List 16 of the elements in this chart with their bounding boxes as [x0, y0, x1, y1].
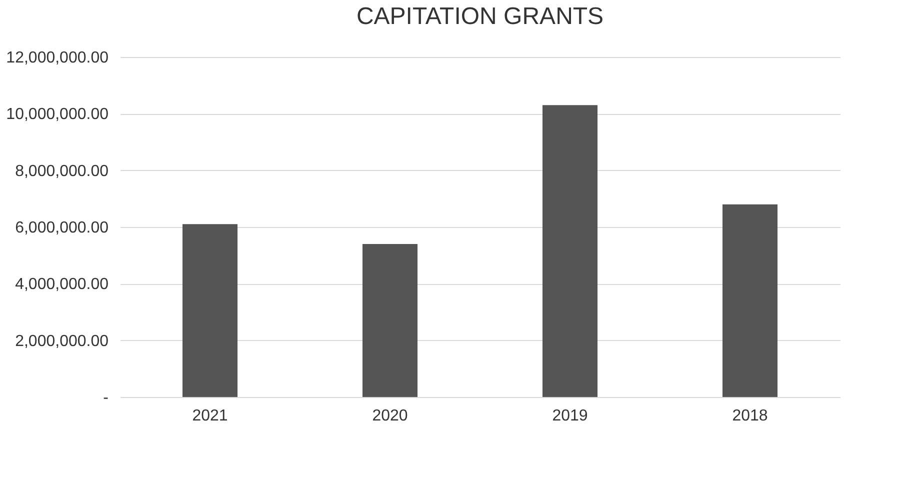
bar: [182, 224, 238, 397]
x-tick-label: 2021: [192, 408, 228, 424]
y-tick-label: 12,000,000.00: [6, 50, 109, 66]
x-tick-label: 2018: [732, 408, 768, 424]
x-tick-label: 2019: [552, 408, 588, 424]
y-tick-label: 4,000,000.00: [15, 276, 109, 294]
y-tick-label: 8,000,000.00: [15, 162, 109, 180]
y-tick-label: -: [103, 390, 108, 406]
bar: [362, 244, 418, 397]
y-tick-label: 6,000,000.00: [15, 220, 109, 236]
chart-title: CAPITATION GRANTS: [356, 3, 604, 30]
x-tick-label: 2020: [372, 408, 408, 424]
bar: [542, 105, 598, 397]
y-tick-label: 10,000,000.00: [6, 106, 109, 124]
y-tick-label: 2,000,000.00: [15, 332, 109, 350]
bar: [722, 204, 778, 397]
